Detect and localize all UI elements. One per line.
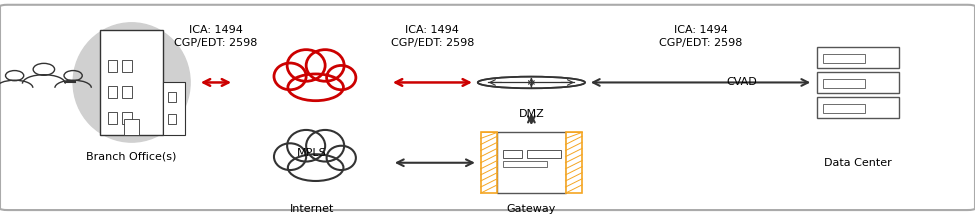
Ellipse shape	[73, 23, 190, 142]
Ellipse shape	[288, 74, 343, 101]
FancyBboxPatch shape	[823, 79, 865, 88]
FancyBboxPatch shape	[124, 119, 139, 135]
FancyBboxPatch shape	[123, 60, 133, 72]
Text: DMZ: DMZ	[519, 109, 544, 119]
Text: CVAD: CVAD	[726, 77, 758, 87]
Text: ICA: 1494
CGP/EDT: 2598: ICA: 1494 CGP/EDT: 2598	[391, 25, 474, 48]
Ellipse shape	[306, 50, 344, 81]
Ellipse shape	[287, 50, 325, 81]
FancyBboxPatch shape	[503, 150, 523, 158]
FancyBboxPatch shape	[566, 132, 582, 193]
FancyBboxPatch shape	[108, 60, 118, 72]
FancyBboxPatch shape	[503, 161, 548, 167]
Ellipse shape	[306, 130, 344, 161]
FancyBboxPatch shape	[823, 104, 865, 113]
Ellipse shape	[287, 130, 325, 161]
Text: ICA: 1494
CGP/EDT: 2598: ICA: 1494 CGP/EDT: 2598	[659, 25, 742, 48]
Ellipse shape	[327, 66, 356, 90]
FancyBboxPatch shape	[108, 86, 118, 98]
Ellipse shape	[288, 154, 343, 181]
Text: MPLS: MPLS	[297, 148, 327, 158]
Ellipse shape	[274, 143, 306, 170]
FancyBboxPatch shape	[817, 47, 899, 68]
FancyBboxPatch shape	[168, 114, 176, 124]
Text: Gateway: Gateway	[507, 204, 556, 214]
Ellipse shape	[478, 77, 585, 88]
FancyBboxPatch shape	[100, 30, 164, 135]
Text: Data Center: Data Center	[824, 158, 892, 168]
FancyBboxPatch shape	[123, 86, 133, 98]
FancyBboxPatch shape	[108, 112, 118, 124]
Ellipse shape	[327, 146, 356, 170]
FancyBboxPatch shape	[823, 54, 865, 63]
FancyBboxPatch shape	[123, 112, 133, 124]
FancyBboxPatch shape	[817, 72, 899, 93]
FancyBboxPatch shape	[0, 5, 975, 210]
FancyBboxPatch shape	[164, 82, 185, 135]
Text: Branch Office(s): Branch Office(s)	[87, 152, 176, 162]
Text: ICA: 1494
CGP/EDT: 2598: ICA: 1494 CGP/EDT: 2598	[175, 25, 257, 48]
FancyBboxPatch shape	[497, 132, 566, 193]
FancyBboxPatch shape	[526, 150, 561, 158]
Text: Internet: Internet	[290, 204, 334, 214]
FancyBboxPatch shape	[817, 97, 899, 118]
FancyBboxPatch shape	[168, 92, 176, 102]
FancyBboxPatch shape	[481, 132, 497, 193]
Ellipse shape	[274, 63, 306, 90]
